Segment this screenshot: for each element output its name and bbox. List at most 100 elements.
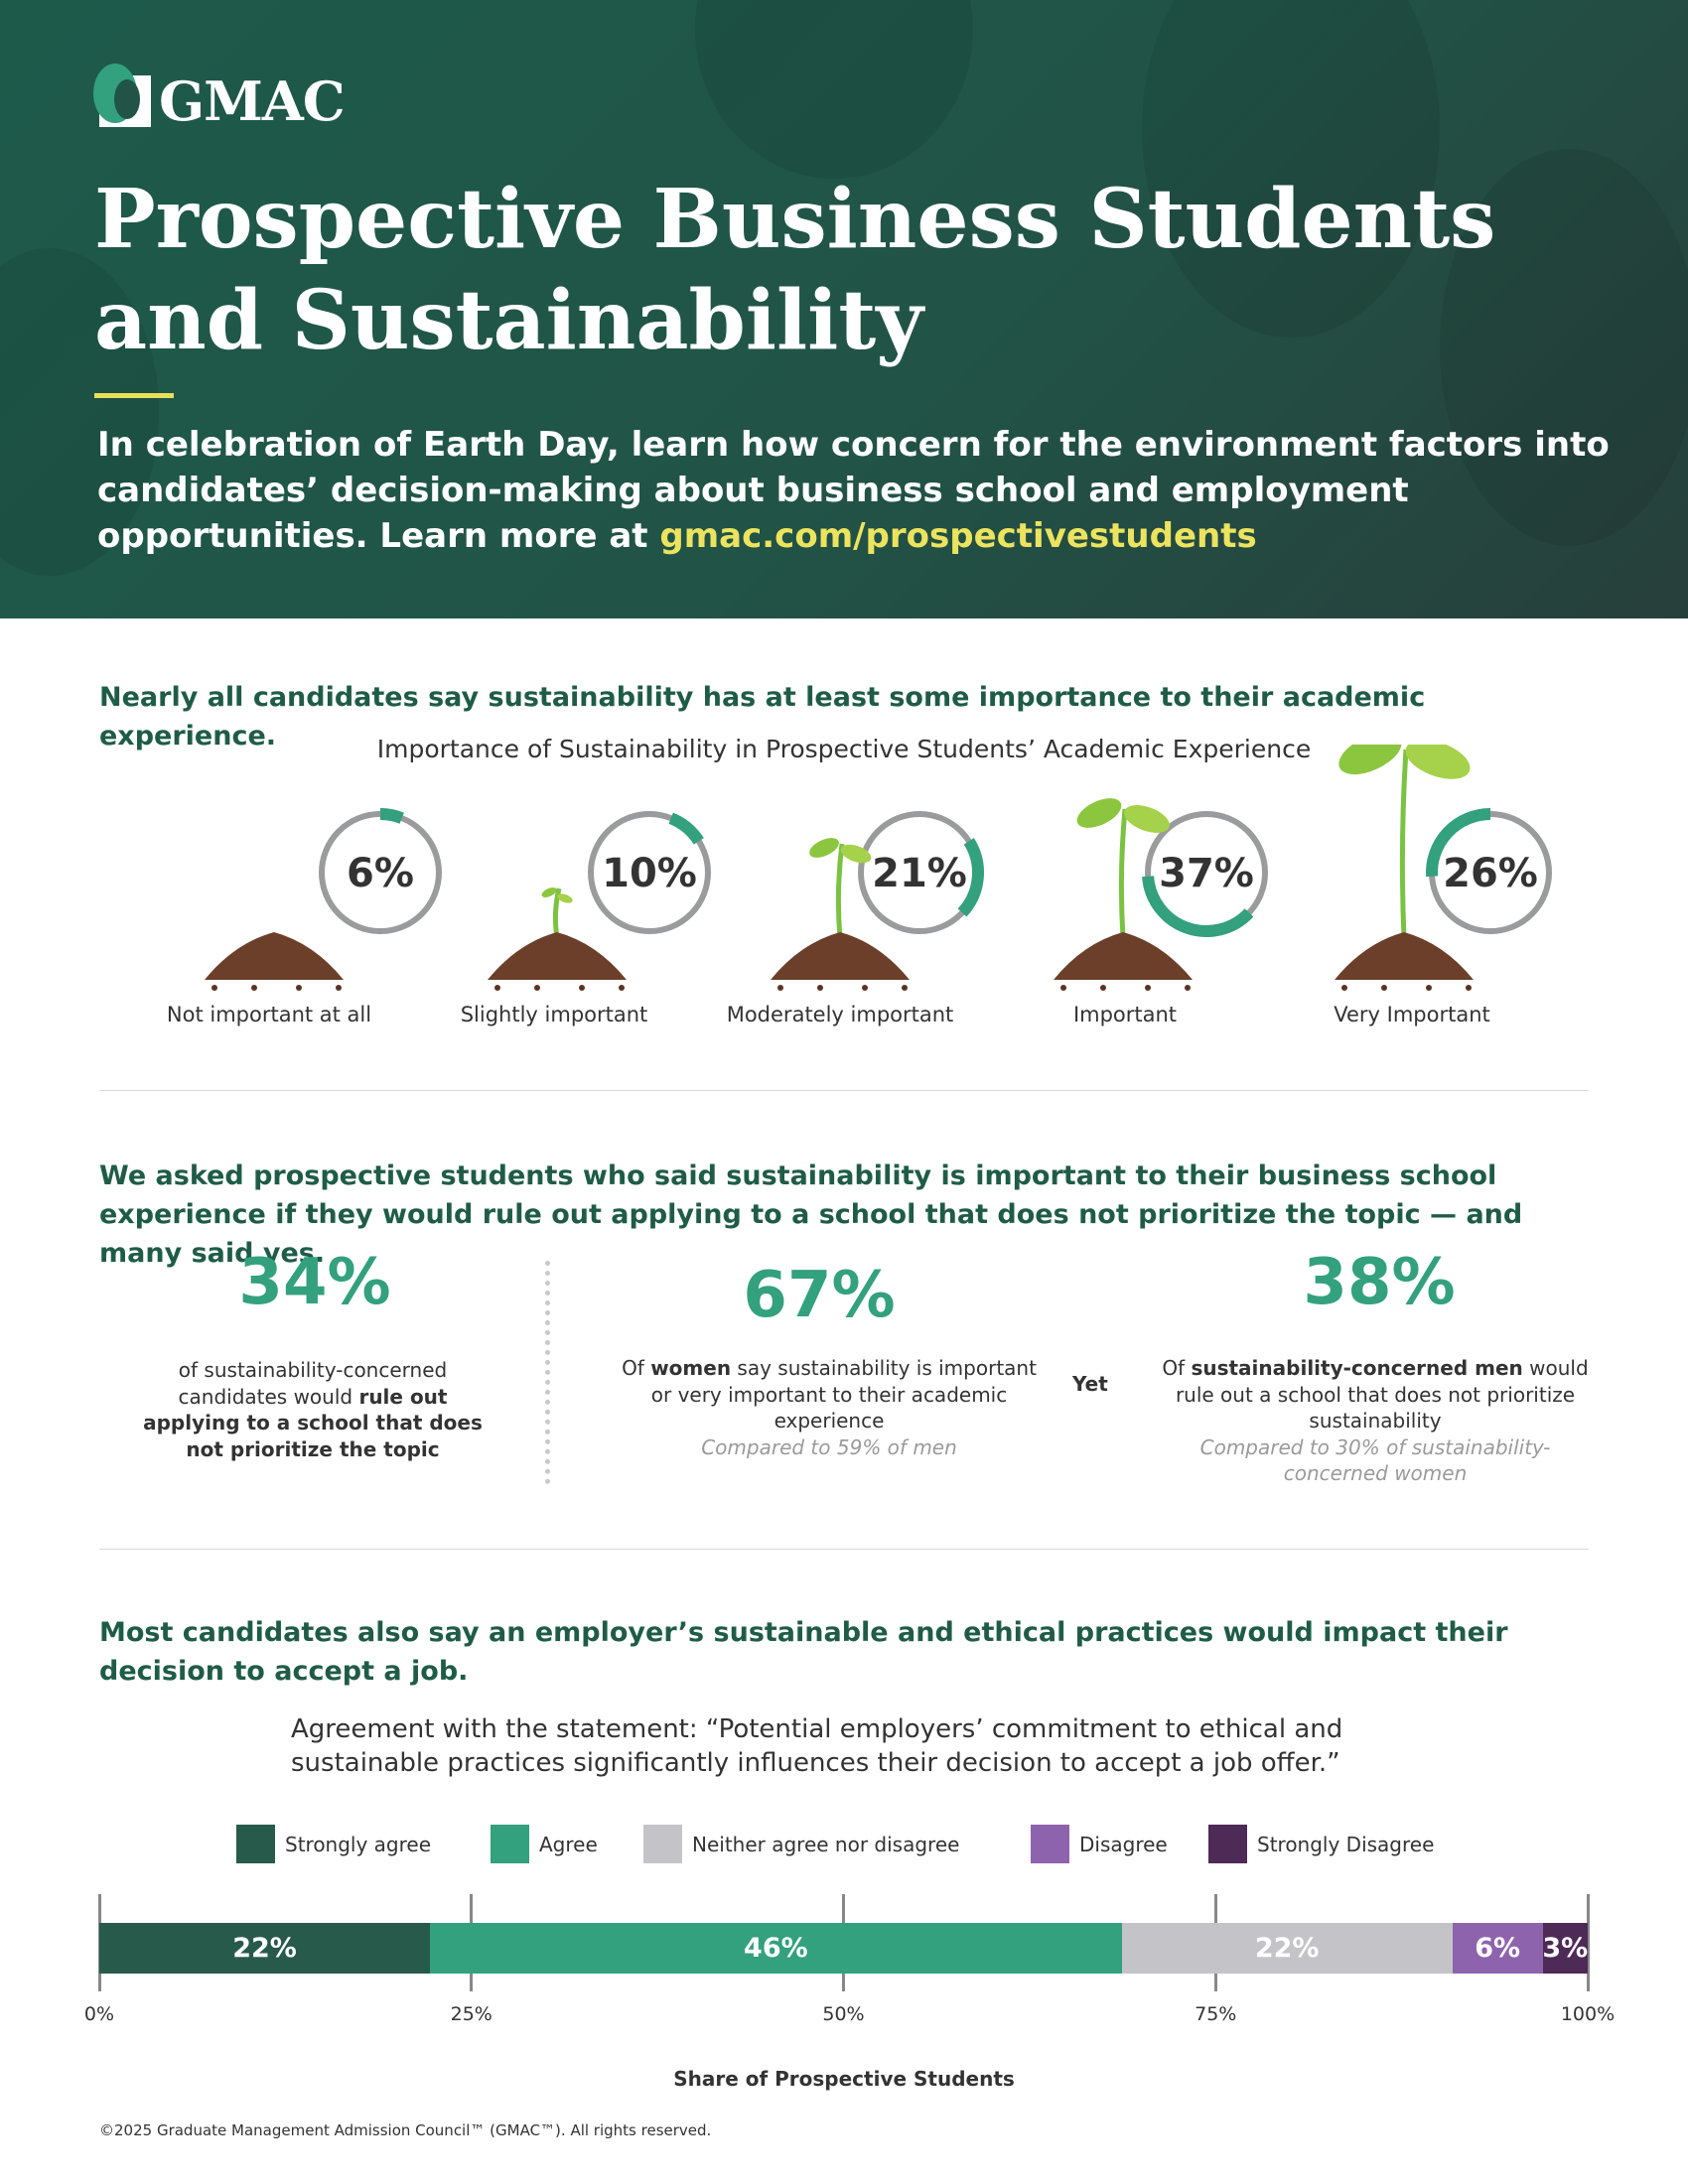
gauge-value: 37% [1159, 851, 1254, 896]
bar-segment: 3% [1542, 1923, 1589, 1974]
section1-heading: Nearly all candidates say sustainability… [99, 682, 1426, 751]
legend-item: Disagree [1031, 1825, 1168, 1863]
soil-crumb [336, 985, 342, 991]
bar-segment: 6% [1452, 1923, 1543, 1974]
soil-crumb [1060, 985, 1066, 991]
soil-crumb [1341, 985, 1347, 991]
soil-crumb [817, 985, 823, 991]
gauge-label: Not important at all [166, 1003, 372, 1026]
legend-item: Neither agree nor disagree [643, 1825, 959, 1863]
leaf-icon [1338, 745, 1402, 775]
soil-crumb [534, 985, 540, 991]
legend-label: Strongly agree [285, 1832, 432, 1856]
footer-copyright: ©2025 Graduate Management Admission Coun… [99, 2121, 712, 2139]
stacked-bar: 22% 46% 22% 6% 3% [99, 1923, 1588, 1974]
header-banner: GMAC Prospective Business Students and S… [0, 0, 1688, 618]
stat-34-value: 34% [238, 1246, 391, 1319]
gauge-label: Slightly important [460, 1003, 648, 1026]
leaf-icon [1405, 745, 1471, 779]
legend-item: Strongly agree [236, 1825, 431, 1863]
soil-crumb [1185, 985, 1191, 991]
website-link[interactable]: gmac.com/prospectivestudents [659, 516, 1257, 556]
leaf-icon [557, 893, 573, 903]
gauge-arc [957, 838, 984, 917]
x-axis-title: Share of Prospective Students [673, 2067, 1015, 2091]
gauge-value: 10% [602, 851, 697, 896]
plant-stem-icon [835, 843, 845, 939]
leaf-icon [1124, 805, 1170, 833]
soil-crumb [902, 985, 908, 991]
legend-label: Neither agree nor disagree [692, 1832, 960, 1856]
soil-pile-icon [205, 932, 344, 980]
soil-crumb [619, 985, 625, 991]
section3-heading: Most candidates also say an employer’s s… [99, 1617, 1508, 1687]
title-line: and Sustainability [94, 273, 923, 368]
divider [99, 1090, 1589, 1091]
gauge-value: 26% [1443, 851, 1538, 896]
title-underline [94, 393, 174, 398]
gauge-label: Very Important [1334, 1003, 1490, 1026]
legend-label: Disagree [1079, 1832, 1168, 1856]
subtitle: In celebration of Earth Day, learn how c… [97, 422, 1646, 559]
bar-segment: 22% [99, 1923, 431, 1974]
x-tick-label: 25% [450, 2003, 492, 2025]
gauge-value: 6% [347, 851, 414, 896]
soil-crumb [211, 985, 217, 991]
bar-segment: 46% [430, 1923, 1122, 1974]
gauge-arc [1142, 876, 1254, 937]
gauge-arc [379, 808, 404, 824]
title-line: Prospective Business Students [94, 172, 1496, 267]
x-tick-label: 50% [822, 2003, 865, 2025]
legend-label: Strongly Disagree [1257, 1832, 1435, 1856]
stat-38-note: Compared to 30% of sustainability-concer… [1199, 1434, 1551, 1486]
soil-crumb [862, 985, 868, 991]
soil-pile-icon [1054, 932, 1193, 980]
gauge-track [588, 811, 711, 934]
soil-crumb [1381, 985, 1387, 991]
soil-crumb [251, 985, 257, 991]
legend-item: Strongly Disagree [1208, 1825, 1434, 1863]
bar-data-label: 6% [1475, 1933, 1521, 1964]
subtitle-text: In celebration of Earth Day, learn how c… [97, 425, 1610, 556]
plant-stem-icon [1118, 808, 1128, 939]
soil-crumb [1426, 985, 1432, 991]
soil-crumb [494, 985, 500, 991]
leaf-icon [541, 887, 557, 897]
dotted-divider [545, 1261, 550, 1484]
legend-swatch [491, 1825, 529, 1863]
stat-34-text: of sustainability-concerned candidates w… [143, 1358, 483, 1461]
x-tick-label: 75% [1195, 2003, 1237, 2025]
section2-heading: We asked prospective students who said s… [99, 1160, 1523, 1269]
bar-segment: 22% [1121, 1923, 1453, 1974]
gauge-label: Important [1072, 1003, 1178, 1026]
legend-swatch [236, 1825, 275, 1863]
gmac-logo-icon [93, 64, 151, 127]
stat-38-value: 38% [1303, 1246, 1456, 1319]
soil-crumb [579, 985, 585, 991]
bar-data-label: 22% [232, 1933, 297, 1964]
soil-pile-icon [771, 932, 910, 980]
gauge-arc [668, 812, 704, 845]
soil-pile-icon [1335, 932, 1474, 980]
leaf-icon [809, 838, 839, 858]
plant-stem-icon [1399, 749, 1409, 939]
soil-crumb [777, 985, 783, 991]
legend-swatch [1031, 1825, 1069, 1863]
yet-label: Yet [1072, 1372, 1108, 1396]
leaf-icon [1076, 798, 1122, 828]
x-tick-label: 0% [83, 2003, 115, 2025]
divider [99, 1549, 1589, 1550]
legend-label: Agree [539, 1832, 598, 1856]
soil-pile-icon [488, 932, 627, 980]
x-tick-label: 100% [1560, 2003, 1616, 2025]
x-tick [1586, 1894, 1590, 1991]
bar-data-label: 3% [1542, 1933, 1589, 1964]
page-title: Prospective Business Students and Sustai… [94, 169, 1584, 371]
legend-swatch [643, 1825, 682, 1863]
bar-data-label: 22% [1254, 1933, 1320, 1964]
gauge-arc [1426, 808, 1491, 878]
soil-crumb [296, 985, 302, 991]
stat-67-text: Of women say sustainability is important… [622, 1356, 1037, 1459]
soil-crumb [1145, 985, 1151, 991]
leaf-icon [840, 844, 872, 864]
